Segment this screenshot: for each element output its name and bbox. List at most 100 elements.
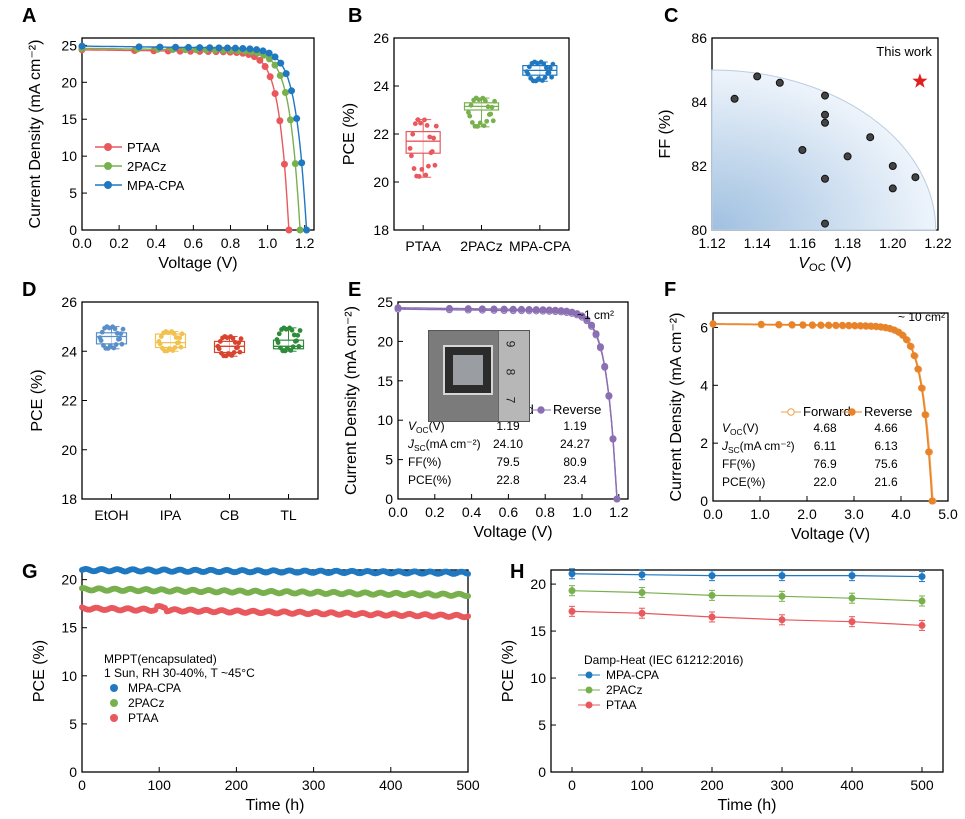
panel-A-series-point (259, 47, 267, 55)
panel-E-series-point (464, 305, 472, 313)
panel-F-letter: F (664, 279, 676, 301)
panel-H-point (708, 591, 716, 599)
panel-F-series-point (925, 448, 933, 456)
panel-A-series-point (276, 72, 284, 80)
panel-D-point (98, 338, 104, 343)
panel-G-ytick-label: 20 (61, 572, 77, 588)
panel-F-legend-label: Reverse (864, 404, 912, 419)
panel-E-ytick-label: 0 (385, 491, 393, 507)
panel-A-ylabel: Current Density (mA cm⁻²) (27, 40, 44, 229)
panel-E-xlabel: Voltage (V) (473, 524, 552, 541)
panel-B-point (526, 64, 532, 70)
panel-H-point (848, 618, 856, 626)
panel-A-legend-marker (104, 143, 112, 151)
panel-H-point (778, 616, 786, 624)
panel-G-xtick-label: 300 (302, 777, 326, 793)
panel-E-table-reverse-value: 1.19 (563, 419, 587, 433)
panel-G-point (465, 613, 471, 620)
panel-A-series-point (276, 117, 284, 125)
panel-B-point (469, 120, 475, 125)
panel-D-point (158, 334, 164, 339)
panel-B-point (418, 120, 423, 126)
panel-A-series-point (293, 115, 301, 123)
panel-B-point (481, 123, 487, 129)
panel-F-table-forward-value: 6.11 (814, 439, 837, 453)
panel-E-series-point (509, 305, 517, 313)
panel-A-ytick-label: 25 (61, 37, 77, 53)
panel-D-ytick-label: 18 (61, 491, 77, 507)
panel-E-series-point (578, 312, 586, 320)
panel-D-point (230, 336, 236, 341)
panel-A-legend-marker (104, 181, 112, 189)
ruler-label: 7 (503, 396, 518, 404)
panel-G-legend-label: MPA-CPA (128, 681, 181, 695)
panel-G-ytick-label: 10 (61, 668, 77, 684)
panel-A-ytick-label: 20 (61, 74, 77, 90)
panel-H-legend-marker (585, 686, 593, 694)
panel-B-point (467, 113, 473, 119)
panel-B-point (475, 123, 480, 129)
panel-F-ytick-label: 4 (700, 377, 708, 393)
panel-A-xtick-label: 1.2 (295, 235, 315, 251)
panel-B-point (411, 166, 417, 171)
panel-E-xtick-label: 0.8 (535, 504, 555, 520)
panel-A-series-point (271, 61, 279, 69)
panel-D-point (216, 346, 222, 352)
panel-B-point (466, 110, 471, 115)
panel-E: E 0 5 10 15 20 25 0.0 0.2 0.4 0.6 0.8 1.0 1.2 Current … (343, 279, 629, 541)
panel-D-category-label: CB (220, 507, 239, 523)
panel-H-legend-marker (585, 701, 593, 709)
panel-E-table-row-label: FF(%) (408, 455, 441, 469)
panel-A-series-point (280, 160, 288, 168)
panel-D-letter: D (22, 279, 36, 301)
panel-C-point (821, 219, 829, 228)
panel-B-ytick-label: 26 (373, 30, 389, 46)
panel-C-point (821, 174, 829, 183)
panel-C-this-work-star (912, 73, 928, 88)
panel-B-point (410, 131, 416, 137)
panel-C-point (866, 133, 875, 142)
panel-H-xtick-label: 300 (770, 777, 794, 793)
panel-C-point (753, 72, 762, 81)
panel-H-legend-marker (585, 671, 593, 679)
panel-A-series-point (215, 44, 223, 52)
panel-E-table-row-label: VOC(V) (408, 419, 445, 435)
panel-C-point (775, 78, 784, 87)
panel-B-point (541, 61, 547, 67)
panel-E-series-point (613, 495, 621, 503)
panel-E-series-point (545, 306, 553, 314)
panel-C: C 80 82 84 86 1.12 1.14 1.16 1.18 1.20 1.22 FF (%) V… (657, 5, 952, 274)
panel-F-table-row-label: VOC(V) (722, 421, 759, 437)
panel-B-point (550, 61, 556, 67)
panel-F-xtick-label: 2.0 (797, 506, 817, 522)
panel-H-point (568, 587, 576, 595)
panel-A-series-point (261, 63, 269, 71)
panel-B-point (416, 173, 422, 179)
panel-A-series-point (78, 42, 86, 50)
panel-F-series-point (775, 320, 783, 328)
panel-D-ylabel: PCE (%) (29, 369, 46, 431)
panel-H-point (638, 589, 646, 597)
panel-D-point (157, 341, 163, 347)
panel-C-point (911, 173, 920, 182)
panel-D-point (217, 339, 223, 344)
panel-A-legend-label: 2PACz (127, 159, 167, 174)
panel-F-xtick-label: 4.0 (891, 506, 911, 522)
panel-E-frame (397, 301, 629, 500)
panel-F-table-forward-value: 4.68 (813, 421, 837, 435)
panel-E-series-point (500, 305, 508, 313)
panel-B-point (492, 98, 497, 104)
panel-D-ytick-label: 26 (61, 294, 77, 310)
panel-H-point (918, 597, 926, 605)
device-photo-cell (443, 345, 493, 395)
panel-F-xtick-label: 5.0 (938, 506, 958, 522)
panel-H-xtick-label: 400 (840, 777, 864, 793)
panel-C-ytick-label: 86 (691, 30, 707, 46)
panel-E-ytick-label: 15 (377, 373, 393, 389)
panel-D-point (225, 351, 231, 356)
panel-B-point (412, 121, 418, 127)
panel-H-point (638, 571, 646, 579)
panel-B-point (546, 70, 552, 76)
panel-G-legend-marker (110, 684, 118, 692)
panel-D-point (283, 326, 289, 332)
